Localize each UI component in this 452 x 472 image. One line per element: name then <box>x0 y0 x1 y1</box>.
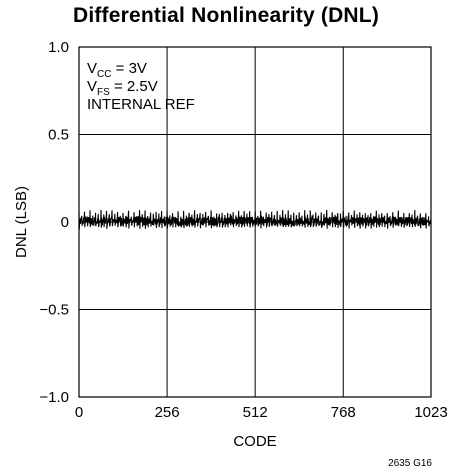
x-axis-label: CODE <box>233 433 276 450</box>
figure-id: 2635 G16 <box>388 458 432 469</box>
x-tick-labels: 0 256 512 768 1023 <box>75 404 448 421</box>
x-tick-label: 0 <box>75 404 83 421</box>
dnl-series <box>78 209 432 230</box>
x-tick-label: 256 <box>155 404 180 421</box>
x-tick-label: 768 <box>331 404 356 421</box>
x-tick-label: 1023 <box>414 404 447 421</box>
condition-line: VFS = 2.5V <box>87 78 158 98</box>
y-tick-label: −0.5 <box>39 302 69 319</box>
condition-line: VCC = 3V <box>87 60 147 80</box>
dnl-trace <box>78 209 432 230</box>
y-tick-label: 0.5 <box>48 127 69 144</box>
y-tick-label: −1.0 <box>39 389 69 406</box>
condition-line: INTERNAL REF <box>87 96 195 113</box>
y-tick-labels: 1.0 0.5 0 −0.5 −1.0 <box>39 39 69 406</box>
y-tick-label: 0 <box>61 214 69 231</box>
y-tick-label: 1.0 <box>48 39 69 56</box>
plot-frame <box>78 46 432 398</box>
x-tick-label: 512 <box>243 404 268 421</box>
chart-title: Differential Nonlinearity (DNL) <box>72 4 380 27</box>
y-axis-label: DNL (LSB) <box>13 186 30 258</box>
